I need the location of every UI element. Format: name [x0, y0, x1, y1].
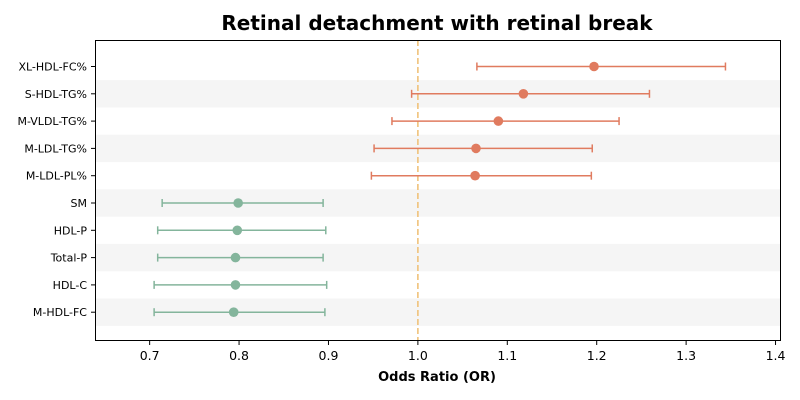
estimate-row [370, 170, 593, 181]
y-tick-label: Total-P [50, 252, 88, 265]
estimates [153, 61, 727, 318]
y-tick-label: HDL-C [53, 279, 88, 292]
point-estimate [233, 198, 243, 208]
estimate-row [391, 116, 620, 126]
point-estimate [471, 143, 481, 154]
x-tick-label: 0.7 [140, 348, 160, 363]
estimate-row [373, 143, 593, 154]
x-tick-label: 0.9 [319, 348, 339, 363]
x-tick-label: 1.4 [766, 348, 786, 363]
y-tick-label: M-VLDL-TG% [17, 115, 87, 128]
point-estimate [228, 307, 239, 318]
x-axis: 0.7 0.8 0.9 1.0 1.1 1.2 1.3 1.4 [140, 340, 786, 363]
y-tick-label: M-LDL-PL% [26, 170, 87, 183]
chart-title: Retinal detachment with retinal break [221, 11, 653, 35]
estimate-row [476, 61, 727, 72]
estimate-row [410, 89, 651, 99]
estimate-row [153, 307, 326, 318]
y-tick-label: M-HDL-FC [33, 306, 87, 319]
point-estimate [230, 280, 241, 290]
point-estimate [589, 61, 599, 72]
point-estimate [230, 252, 241, 263]
point-estimate [518, 89, 529, 99]
x-tick-label: 1.0 [408, 348, 428, 363]
y-tick-label: M-LDL-TG% [24, 142, 87, 155]
estimate-row [153, 280, 328, 290]
x-tick-label: 1.3 [676, 348, 696, 363]
y-tick-label: SM [71, 197, 87, 210]
point-estimate [232, 225, 243, 236]
y-tick-label: HDL-P [54, 224, 88, 237]
x-tick-label: 1.2 [587, 348, 607, 363]
x-tick-label: 0.8 [229, 348, 249, 363]
plot-frame [95, 40, 781, 341]
estimate-row [156, 252, 324, 263]
point-estimate [493, 116, 504, 126]
x-tick-label: 1.1 [497, 348, 517, 363]
y-tick-label: S-HDL-TG% [25, 88, 87, 101]
y-tick-label: XL-HDL-FC% [18, 61, 87, 74]
estimate-row [156, 225, 327, 236]
estimate-row [161, 198, 324, 208]
point-estimate [470, 170, 480, 181]
y-axis: XL-HDL-FC% S-HDL-TG% M-VLDL-TG% M-LDL-TG% M-… [17, 61, 96, 319]
x-axis-label: Odds Ratio (OR) [378, 370, 496, 385]
